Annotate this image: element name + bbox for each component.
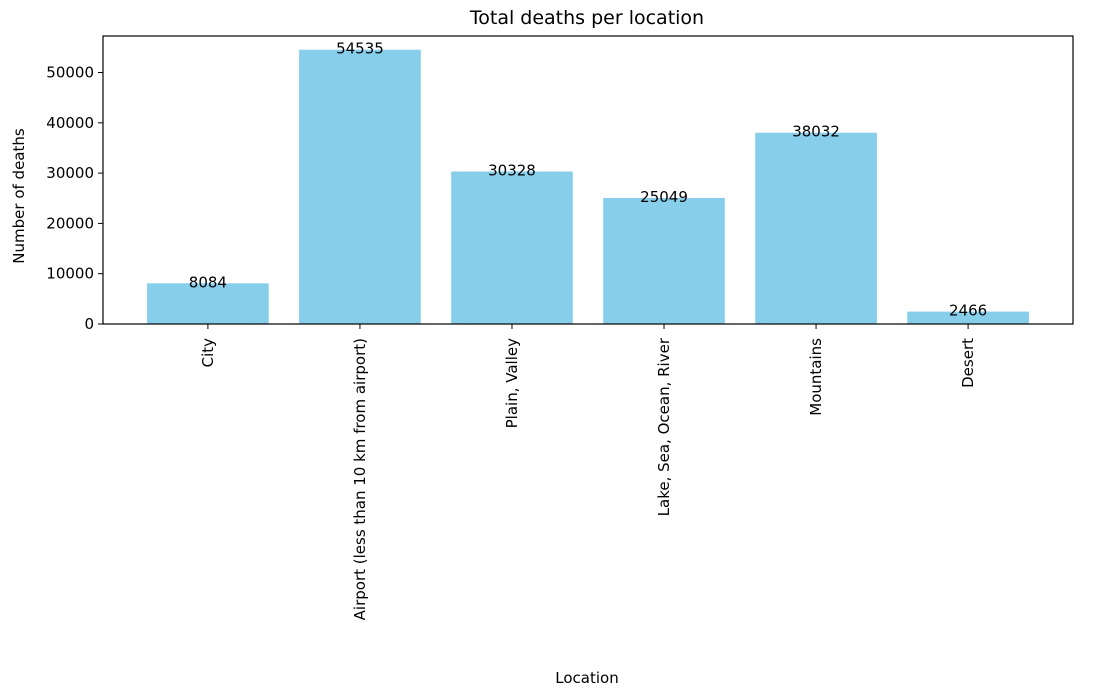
x-axis-ticks: City Airport (less than 10 km from airpor… [199,324,977,620]
y-axis-ticks: 0 10000 20000 30000 40000 50000 [46,64,103,333]
bar [451,171,573,324]
x-tick-label: Mountains [807,338,825,416]
bar-value-label: 54535 [336,40,384,58]
data-labels-group: 8084 54535 30328 25049 38032 2466 [189,40,987,320]
x-tick-label: Lake, Sea, Ocean, River [655,337,673,516]
bar [755,132,877,324]
bars-group [147,49,1029,324]
plot-frame [102,35,1074,325]
bar-value-label: 8084 [189,273,227,291]
bar-value-label: 30328 [488,161,536,179]
y-tick-label: 30000 [46,164,94,182]
x-tick-label: Plain, Valley [503,338,521,428]
y-tick-label: 10000 [46,265,94,283]
bar-value-label: 38032 [792,123,840,141]
bar [907,311,1029,324]
y-axis-label: Number of deaths [10,128,28,264]
bar [299,49,421,324]
x-tick-label: City [199,338,217,368]
y-tick-label: 50000 [46,64,94,82]
y-tick-label: 0 [84,315,94,333]
bar [603,198,725,324]
y-tick-label: 40000 [46,114,94,132]
bar [147,283,269,324]
bar-value-label: 2466 [949,302,987,320]
x-tick-label: Desert [959,338,977,388]
chart-title: Total deaths per location [469,7,704,29]
bar-value-label: 25049 [640,188,688,206]
x-axis-label: Location [555,669,618,687]
y-tick-label: 20000 [46,214,94,232]
x-tick-label: Airport (less than 10 km from airport) [351,338,369,620]
